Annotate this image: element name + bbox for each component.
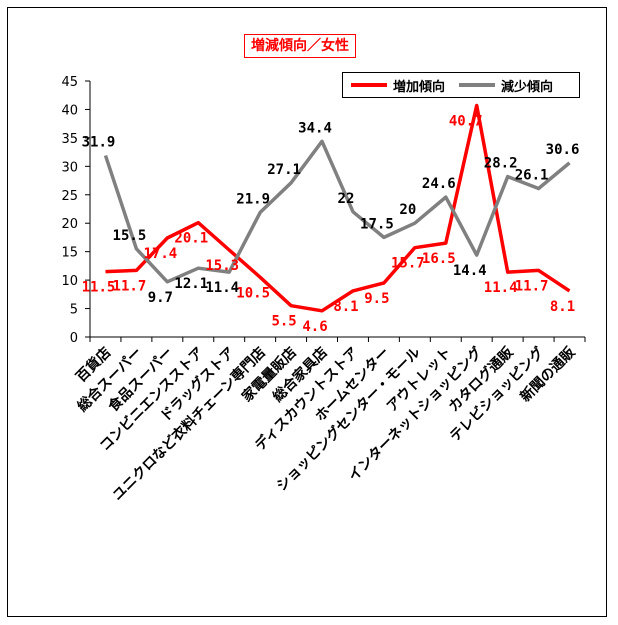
- data-label: 8.1: [333, 299, 358, 315]
- chart-frame: [7, 7, 607, 617]
- data-label: 14.4: [453, 263, 487, 279]
- data-label: 9.5: [364, 291, 389, 307]
- data-label: 11.7: [113, 278, 147, 294]
- data-label: 30.6: [546, 142, 580, 158]
- y-tick-label: 5: [70, 303, 78, 318]
- chart-title: 増減傾向／女性: [244, 34, 356, 58]
- y-tick-label: 0: [70, 331, 78, 346]
- data-label: 15.3: [205, 258, 239, 274]
- legend: 増加傾向 減少傾向: [342, 72, 580, 98]
- series-line-1: [103, 139, 571, 284]
- y-tick-label: 25: [61, 189, 78, 204]
- data-label: 20: [399, 202, 416, 218]
- data-label: 11.4: [205, 280, 239, 296]
- data-label: 8.1: [550, 299, 575, 315]
- data-label: 24.6: [422, 176, 456, 192]
- y-tick-label: 45: [61, 75, 78, 90]
- legend-swatch-increase: [351, 83, 387, 87]
- data-label: 40.7: [449, 113, 483, 129]
- data-label: 26.1: [515, 168, 549, 184]
- legend-swatch-decrease: [459, 83, 496, 87]
- data-label: 12.1: [174, 276, 208, 292]
- data-label: 17.5: [360, 216, 394, 232]
- data-label: 21.9: [236, 191, 270, 207]
- series-line-0: [105, 103, 571, 313]
- data-label: 9.7: [148, 290, 173, 306]
- y-tick-label: 35: [61, 132, 78, 147]
- data-label: 34.4: [298, 120, 332, 136]
- legend-item-increase: 増加傾向: [351, 76, 445, 95]
- data-label: 11.7: [515, 278, 549, 294]
- data-label: 20.1: [174, 231, 208, 247]
- data-label: 17.4: [143, 246, 177, 262]
- data-label: 11.4: [484, 280, 518, 296]
- y-tick-label: 40: [61, 103, 78, 118]
- data-label: 16.5: [422, 251, 456, 267]
- data-label: 5.5: [271, 314, 296, 330]
- data-label: 4.6: [302, 319, 327, 335]
- data-label: 15.5: [113, 228, 147, 244]
- legend-item-decrease: 減少傾向: [459, 76, 553, 95]
- y-tick-label: 30: [61, 160, 78, 175]
- y-tick-label: 15: [61, 246, 78, 261]
- y-tick-label: 10: [61, 274, 78, 289]
- y-tick-label: 20: [61, 217, 78, 232]
- data-label: 22: [338, 191, 355, 207]
- data-label: 10.5: [236, 285, 270, 301]
- data-label: 28.2: [484, 156, 518, 172]
- legend-label-increase: 増加傾向: [393, 79, 446, 95]
- data-label: 11.5: [82, 280, 116, 296]
- legend-label-decrease: 減少傾向: [501, 79, 554, 95]
- data-label: 15.7: [391, 256, 425, 272]
- data-label: 27.1: [267, 162, 301, 178]
- data-label: 31.9: [82, 135, 116, 151]
